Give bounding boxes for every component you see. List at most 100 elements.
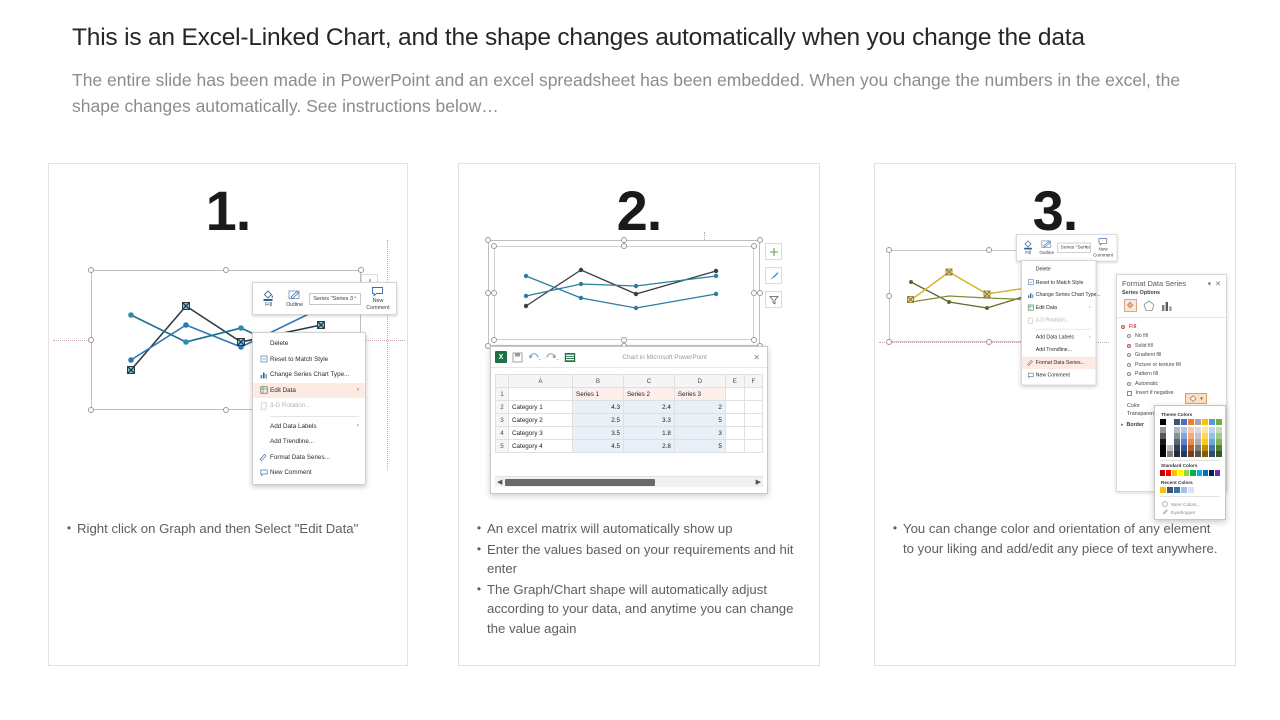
- series-header-cell[interactable]: [508, 387, 573, 401]
- row-header[interactable]: 2: [495, 400, 509, 414]
- color-swatch[interactable]: [1216, 419, 1222, 425]
- table-row[interactable]: 3 Category 2 2.5 3.3 5: [495, 413, 764, 427]
- color-swatch[interactable]: [1188, 427, 1194, 433]
- category-cell[interactable]: Category 2: [508, 413, 573, 427]
- color-swatch[interactable]: [1181, 451, 1187, 457]
- context-menu-item[interactable]: Delete: [253, 336, 365, 352]
- color-swatch[interactable]: [1216, 433, 1222, 439]
- fill-option[interactable]: No fill: [1117, 332, 1226, 342]
- resize-handle[interactable]: [485, 237, 491, 243]
- context-menu-item[interactable]: Add Trendline...: [1022, 344, 1096, 357]
- fill-option[interactable]: Solid fill: [1117, 341, 1226, 351]
- color-swatch[interactable]: [1181, 419, 1187, 425]
- effects-pentagon-icon[interactable]: [1143, 299, 1155, 312]
- resize-handle[interactable]: [491, 337, 497, 343]
- resize-handle[interactable]: [223, 407, 229, 413]
- color-swatch[interactable]: [1160, 451, 1166, 457]
- color-swatch[interactable]: [1174, 445, 1180, 451]
- row-header[interactable]: 5: [495, 439, 509, 453]
- color-swatch[interactable]: [1160, 433, 1166, 439]
- value-cell[interactable]: 2: [673, 400, 726, 414]
- value-cell[interactable]: 2.5: [572, 413, 624, 427]
- recent-colors-row[interactable]: [1160, 487, 1220, 493]
- context-menu-3[interactable]: Delete Reset to Match Style Change Series …: [1021, 260, 1101, 386]
- resize-handle[interactable]: [886, 339, 892, 345]
- series-header-cell[interactable]: [743, 387, 764, 401]
- table-row[interactable]: 5 Category 4 4.5 2.8 5: [495, 439, 764, 453]
- color-swatch[interactable]: [1195, 439, 1201, 445]
- row-header[interactable]: 3: [495, 413, 509, 427]
- category-cell[interactable]: Category 4: [508, 439, 573, 453]
- resize-handle[interactable]: [223, 267, 229, 273]
- empty-cell[interactable]: [743, 413, 764, 427]
- table-row[interactable]: 1 Series 1 Series 2 Series 3: [495, 387, 764, 401]
- color-swatch[interactable]: [1160, 445, 1166, 451]
- close-icon[interactable]: ✕: [1215, 281, 1221, 288]
- row-header[interactable]: 1: [495, 387, 509, 401]
- series-select-combo[interactable]: Series "Series 3: [309, 292, 361, 305]
- chart-styles-button[interactable]: [765, 267, 782, 284]
- color-swatch[interactable]: [1174, 433, 1180, 439]
- color-swatch[interactable]: [1181, 439, 1187, 445]
- fill-option[interactable]: Invert if negative: [1117, 389, 1226, 399]
- color-swatch[interactable]: [1202, 433, 1208, 439]
- context-menu-item[interactable]: New Comment: [253, 465, 365, 481]
- color-swatch[interactable]: [1174, 439, 1180, 445]
- color-swatch[interactable]: [1216, 439, 1222, 445]
- fill-option[interactable]: Picture or texture fill: [1117, 360, 1226, 370]
- color-swatch[interactable]: [1196, 470, 1202, 476]
- fill-tool[interactable]: Fill: [1020, 240, 1036, 256]
- resize-handle[interactable]: [886, 247, 892, 253]
- color-swatch[interactable]: [1195, 445, 1201, 451]
- value-cell[interactable]: 4.3: [572, 400, 624, 414]
- standard-colors-row[interactable]: [1160, 470, 1220, 476]
- format-pane-tabs[interactable]: [1117, 298, 1226, 316]
- color-split-button[interactable]: ▾: [1185, 393, 1207, 404]
- context-menu-item[interactable]: Format Data Series...: [1021, 356, 1096, 370]
- resize-handle[interactable]: [751, 337, 757, 343]
- color-swatch[interactable]: [1202, 419, 1208, 425]
- column-header[interactable]: F: [743, 374, 764, 388]
- value-cell[interactable]: 5: [673, 439, 726, 453]
- resize-handle[interactable]: [491, 243, 497, 249]
- color-swatch[interactable]: [1202, 439, 1208, 445]
- color-swatch[interactable]: [1190, 470, 1196, 476]
- empty-cell[interactable]: [743, 400, 764, 414]
- resize-handle[interactable]: [757, 290, 763, 296]
- context-menu-item[interactable]: Change Series Chart Type...: [253, 367, 365, 383]
- resize-handle[interactable]: [751, 243, 757, 249]
- empty-cell[interactable]: [724, 413, 745, 427]
- scroll-right-arrow[interactable]: ▶: [755, 479, 761, 486]
- empty-cell[interactable]: [724, 426, 745, 440]
- color-swatch[interactable]: [1160, 487, 1166, 493]
- resize-handle[interactable]: [621, 337, 627, 343]
- fill-tool[interactable]: Fill: [257, 289, 280, 308]
- value-cell[interactable]: 3: [673, 426, 726, 440]
- theme-color-column[interactable]: [1188, 419, 1194, 457]
- color-swatch[interactable]: [1167, 445, 1173, 451]
- color-swatch[interactable]: [1195, 419, 1201, 425]
- context-menu-item[interactable]: Delete: [1022, 263, 1096, 276]
- resize-handle[interactable]: [88, 407, 94, 413]
- column-header[interactable]: E: [724, 374, 745, 388]
- column-header[interactable]: C: [622, 374, 675, 388]
- chart-elements-button[interactable]: [765, 243, 782, 260]
- value-cell[interactable]: 1.8: [622, 426, 675, 440]
- color-swatch[interactable]: [1160, 439, 1166, 445]
- color-swatch[interactable]: [1174, 427, 1180, 433]
- color-swatch[interactable]: [1202, 470, 1208, 476]
- column-header[interactable]: D: [673, 374, 726, 388]
- color-swatch[interactable]: [1167, 427, 1173, 433]
- table-row[interactable]: 2 Category 1 4.3 2.4 2: [495, 400, 764, 414]
- empty-cell[interactable]: [743, 439, 764, 453]
- series-chart-icon[interactable]: [1161, 300, 1173, 312]
- value-cell[interactable]: 3.3: [622, 413, 675, 427]
- color-swatch[interactable]: [1208, 470, 1214, 476]
- color-swatch[interactable]: [1188, 433, 1194, 439]
- color-row[interactable]: Color: [1117, 402, 1226, 410]
- color-swatch[interactable]: [1216, 427, 1222, 433]
- fill-line-tab[interactable]: [1124, 299, 1137, 312]
- color-swatch[interactable]: [1174, 419, 1180, 425]
- series-header-cell[interactable]: [724, 387, 745, 401]
